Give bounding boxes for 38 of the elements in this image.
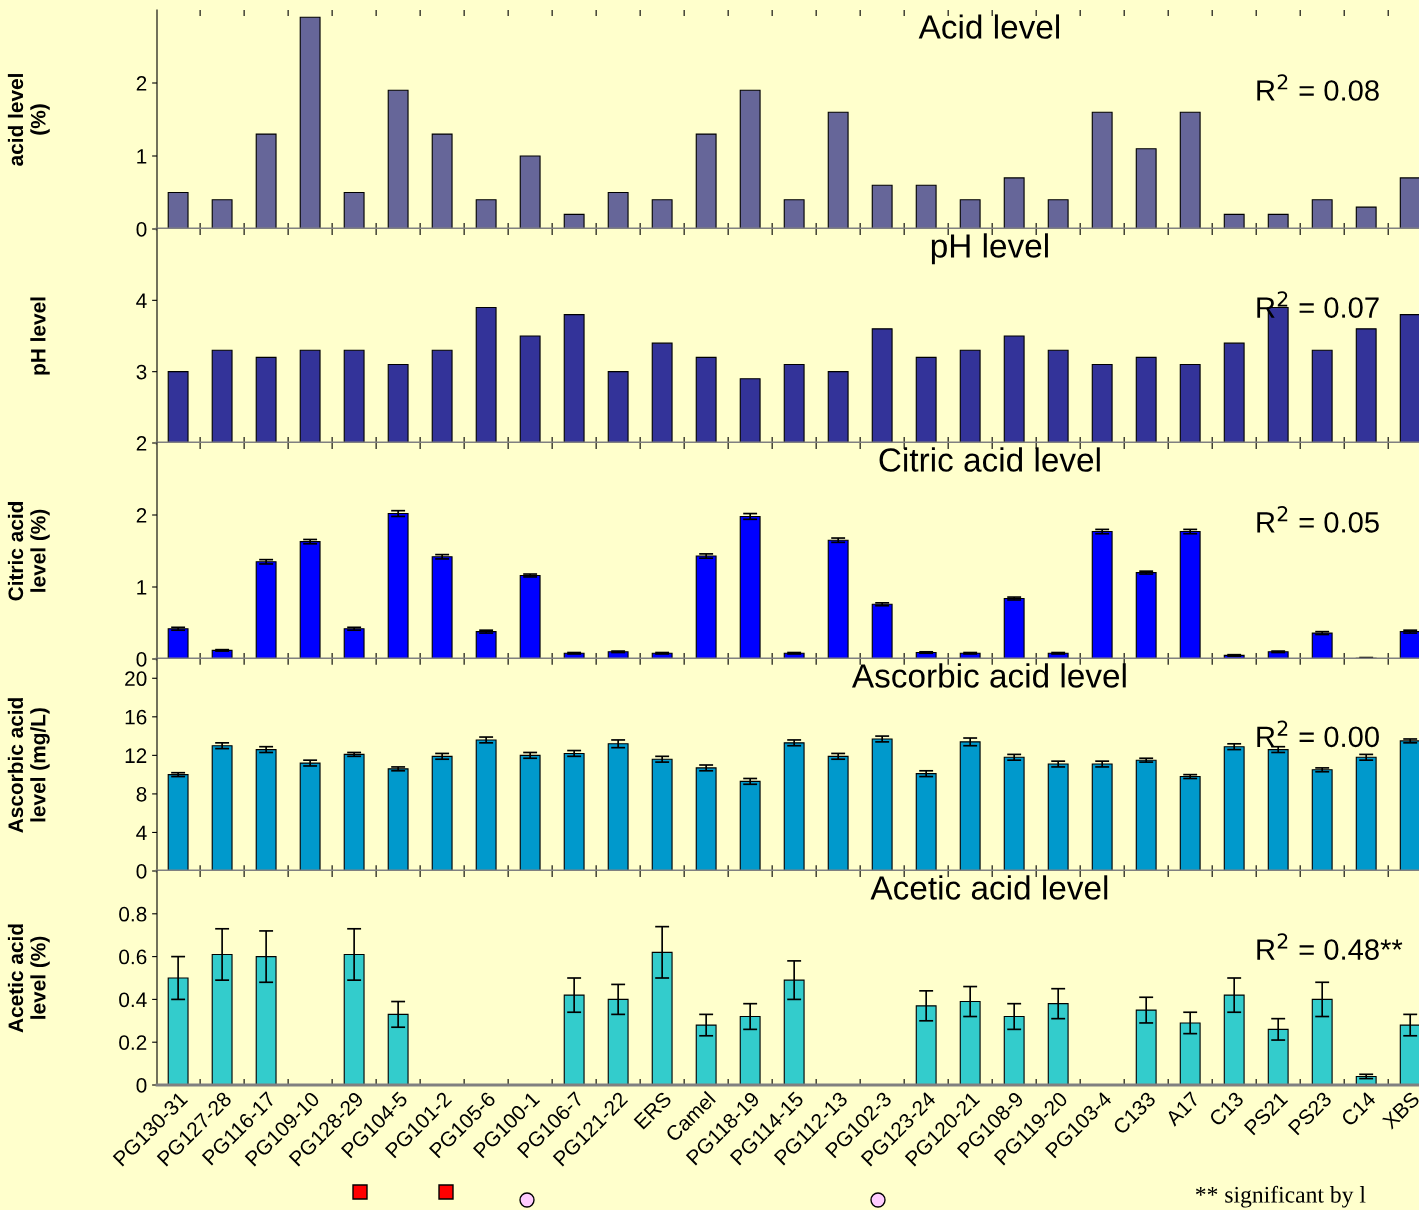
text: ** significant by l (1195, 1185, 1366, 1208)
annotation: R$^{2}$ = 0.05 (1257, 506, 1379, 533)
y-tick-label: 2 (136, 436, 147, 451)
y-tick-label: 1 (137, 149, 147, 164)
y-tick-label: 4 (136, 293, 147, 308)
annotation: R$^{2}$ = 0.48** (1257, 933, 1403, 960)
y-tick-label: 20 (125, 671, 147, 687)
chart-title: pH level (931, 233, 1048, 265)
y-axis-title: Ascorbic acid level (mg/L) (7, 698, 50, 833)
y-axis-title: pH level (30, 297, 50, 375)
annotation: R$^{2}$ = 0.00 (1257, 720, 1379, 748)
chart-title: Acid level (918, 14, 1060, 39)
y-tick-label: 2 (136, 508, 147, 523)
chart-title: Citric acid level (879, 447, 1100, 472)
x-tick-label: C14 (1340, 1090, 1377, 1127)
chart-title: Acetic acid level (870, 875, 1108, 900)
annotation: R$^{2}$ = 0.07 (1257, 291, 1379, 318)
y-tick-label: 0.2 (119, 1035, 147, 1050)
y-tick-label: 16 (125, 709, 147, 725)
y-tick-label: 0.8 (119, 906, 147, 922)
y-tick-label: 4 (136, 825, 147, 840)
y-tick-label: 12 (125, 748, 147, 763)
y-axis-title: Citric acid level (%) (7, 502, 50, 601)
y-tick-label: 3 (136, 364, 147, 380)
y-tick-label: 2 (136, 76, 147, 91)
chart-title: Ascorbic acid level (851, 663, 1126, 688)
y-tick-label: 1 (137, 580, 147, 595)
y-tick-label: 0.6 (119, 949, 147, 965)
x-tick-label: C13 (1208, 1090, 1245, 1127)
y-tick-label: 0.4 (119, 992, 147, 1008)
y-tick-label: 8 (136, 786, 147, 802)
y-tick-label: 0 (136, 864, 147, 879)
annotation: R$^{2}$ = 0.08 (1257, 74, 1379, 101)
y-tick-label: 0 (136, 652, 147, 667)
y-axis-title: acid level (%) (7, 74, 50, 166)
y-axis-title: Acetic acid level (%) (7, 924, 50, 1033)
y-tick-label: 0 (136, 1078, 147, 1093)
y-tick-label: 0 (136, 222, 147, 237)
